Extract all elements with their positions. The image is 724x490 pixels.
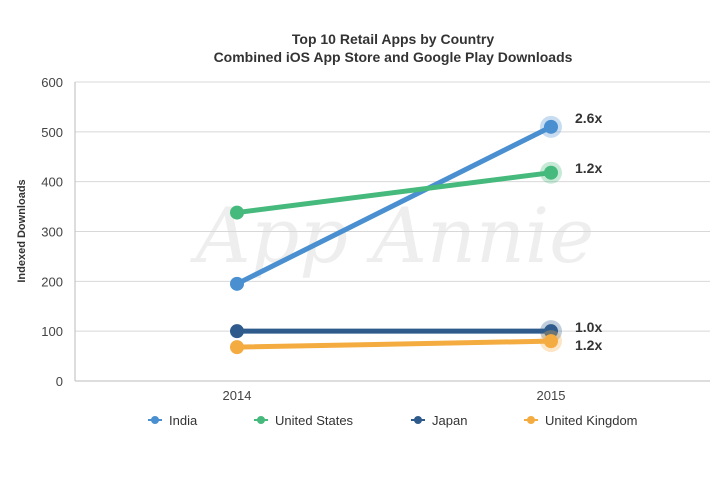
data-point: [230, 205, 244, 220]
growth-label: 1.2x: [575, 160, 602, 176]
data-point: [544, 165, 558, 180]
series-japan: 1.0x: [230, 319, 602, 343]
y-tick-label: 600: [41, 75, 63, 90]
legend-swatch-dot: [527, 416, 535, 424]
legend-label: United States: [275, 413, 354, 428]
chart-title: Top 10 Retail Apps by Country: [292, 31, 494, 47]
series-line: [234, 170, 554, 216]
legend-label: India: [169, 413, 198, 428]
growth-label: 2.6x: [575, 110, 602, 126]
y-tick-label: 100: [41, 324, 63, 339]
data-point: [230, 324, 244, 339]
legend-swatch-dot: [414, 416, 422, 424]
legend-label: Japan: [432, 413, 467, 428]
legend-item: United States: [254, 413, 354, 428]
y-tick-label: 500: [41, 125, 63, 140]
x-axis-ticks: 2014 2015: [223, 388, 566, 403]
legend-item: Japan: [411, 413, 467, 428]
grid-lines: [74, 81, 710, 382]
y-axis-title: Indexed Downloads: [16, 179, 28, 282]
series-line: [234, 338, 554, 350]
data-point: [544, 334, 558, 349]
legend-item: United Kingdom: [524, 413, 638, 428]
data-point: [544, 119, 558, 134]
series-india: 2.6x: [230, 110, 602, 291]
x-tick-label: 2015: [537, 388, 566, 403]
chart-subtitle: Combined iOS App Store and Google Play D…: [214, 49, 573, 65]
data-point: [230, 340, 244, 355]
y-tick-label: 200: [41, 274, 63, 289]
x-tick-label: 2014: [223, 388, 252, 403]
y-tick-label: 400: [41, 175, 63, 190]
legend-swatch-dot: [151, 416, 159, 424]
y-axis-ticks: 0 100 200 300 400 500 600: [41, 75, 63, 389]
legend: India United States Japan United Kingdom: [148, 413, 638, 428]
growth-label: 1.2x: [575, 337, 602, 353]
data-point: [230, 276, 244, 291]
legend-item: India: [148, 413, 198, 428]
y-tick-label: 0: [56, 374, 63, 389]
series-line: [234, 124, 554, 287]
series-united-states: 1.2x: [230, 160, 602, 220]
series-united-kingdom: 1.2x: [230, 330, 602, 355]
legend-swatch-dot: [257, 416, 265, 424]
growth-label: 1.0x: [575, 319, 602, 335]
y-tick-label: 300: [41, 225, 63, 240]
series-lines: 2.6x 1.2x 1.0x 1.2x: [230, 110, 602, 355]
legend-label: United Kingdom: [545, 413, 638, 428]
data-point: [544, 324, 558, 339]
